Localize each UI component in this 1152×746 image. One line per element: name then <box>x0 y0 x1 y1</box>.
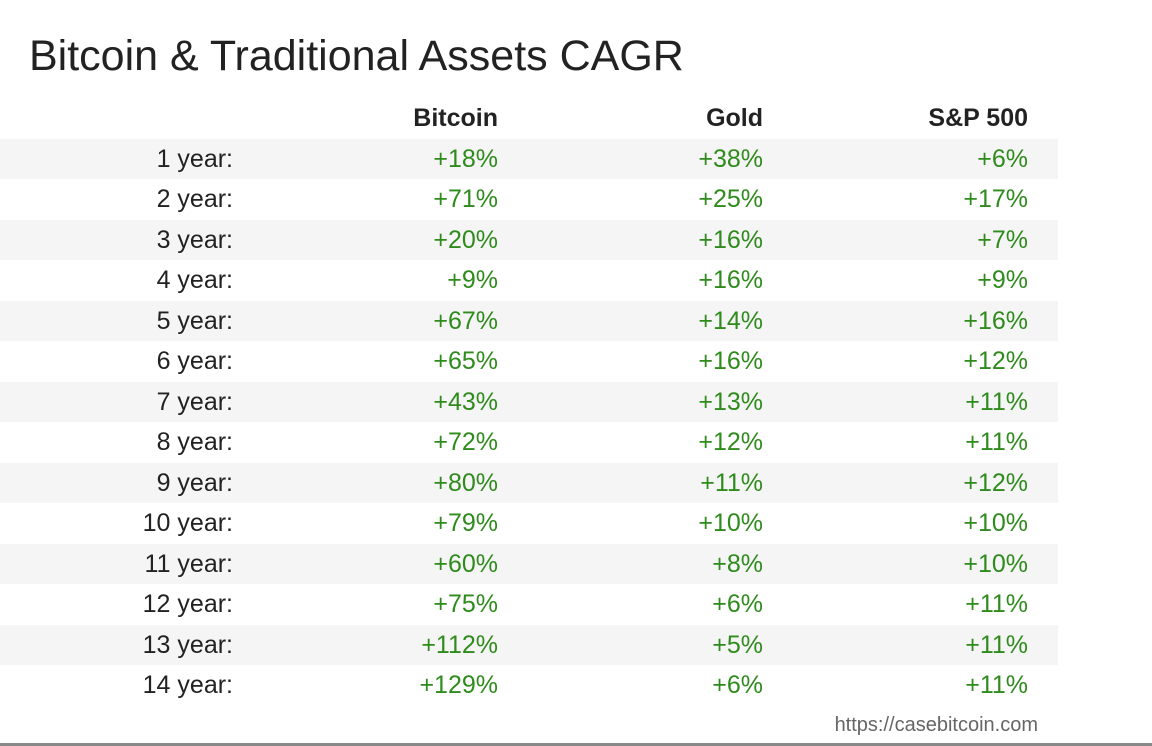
table-row: 9 year: +80% +11% +12% <box>0 462 1058 503</box>
sp500-value: +16% <box>963 306 1028 335</box>
period-label: 1 year: <box>156 144 233 173</box>
table-row: 1 year: +18% +38% +6% <box>0 138 1058 179</box>
gold-value: +8% <box>712 549 763 578</box>
period-label: 5 year: <box>156 306 233 335</box>
period-label: 6 year: <box>156 347 233 375</box>
header-sp500: S&P 500 <box>928 104 1028 132</box>
header-period <box>0 98 233 139</box>
period-label: 7 year: <box>156 387 233 416</box>
bitcoin-value: +20% <box>433 225 498 254</box>
bitcoin-value: +75% <box>433 590 498 618</box>
table-row: 4 year: +9% +16% +9% <box>0 260 1058 301</box>
period-label: 2 year: <box>156 185 233 213</box>
bitcoin-value: +60% <box>433 549 498 578</box>
bitcoin-value: +72% <box>433 428 498 456</box>
sp500-value: +11% <box>965 428 1028 456</box>
bitcoin-value: +65% <box>433 347 498 375</box>
table-row: 12 year: +75% +6% +11% <box>0 584 1058 625</box>
gold-value: +14% <box>698 306 763 335</box>
sp500-value: +11% <box>965 671 1028 699</box>
table-row: 7 year: +43% +13% +11% <box>0 381 1058 422</box>
sp500-value: +10% <box>963 509 1028 537</box>
cagr-table: Bitcoin Gold S&P 500 1 year: +18% +38% +6% 2… <box>0 98 1058 706</box>
sp500-value: +11% <box>965 590 1028 618</box>
bitcoin-value: +112% <box>421 630 498 659</box>
sp500-value: +12% <box>963 468 1028 497</box>
table-row: 6 year: +65% +16% +12% <box>0 341 1058 382</box>
page-title: Bitcoin & Traditional Assets CAGR <box>29 32 684 80</box>
sp500-value: +6% <box>977 144 1028 173</box>
gold-value: +25% <box>698 185 763 213</box>
table-row: 14 year: +129% +6% +11% <box>0 665 1058 706</box>
table-row: 2 year: +71% +25% +17% <box>0 179 1058 220</box>
period-label: 3 year: <box>156 225 233 254</box>
period-label: 9 year: <box>156 468 233 497</box>
bitcoin-value: +71% <box>433 185 498 213</box>
period-label: 13 year: <box>142 630 233 659</box>
period-label: 8 year: <box>156 428 233 456</box>
header-gold: Gold <box>706 104 763 132</box>
bitcoin-value: +43% <box>433 387 498 416</box>
gold-value: +38% <box>698 144 763 173</box>
gold-value: +16% <box>698 266 763 294</box>
table-row: 13 year: +112% +5% +11% <box>0 624 1058 665</box>
gold-value: +11% <box>700 468 763 497</box>
gold-value: +16% <box>698 225 763 254</box>
gold-value: +6% <box>712 671 763 699</box>
period-label: 14 year: <box>142 671 233 699</box>
bitcoin-value: +67% <box>433 306 498 335</box>
gold-value: +10% <box>698 509 763 537</box>
bitcoin-value: +129% <box>419 671 498 699</box>
period-label: 4 year: <box>156 266 233 294</box>
table-row: 3 year: +20% +16% +7% <box>0 219 1058 260</box>
header-bitcoin: Bitcoin <box>413 104 498 132</box>
table-header-row: Bitcoin Gold S&P 500 <box>0 98 1058 139</box>
sp500-value: +11% <box>965 630 1028 659</box>
table-body: 1 year: +18% +38% +6% 2 year: +71% +25% +17% 3 y… <box>0 138 1058 706</box>
source-url: https://casebitcoin.com <box>834 714 1038 736</box>
sp500-value: +9% <box>977 266 1028 294</box>
sp500-value: +7% <box>977 225 1028 254</box>
table-row: 10 year: +79% +10% +10% <box>0 503 1058 544</box>
table-row: 8 year: +72% +12% +11% <box>0 422 1058 463</box>
gold-value: +5% <box>712 630 763 659</box>
gold-value: +13% <box>698 387 763 416</box>
bitcoin-value: +79% <box>433 509 498 537</box>
sp500-value: +17% <box>963 185 1028 213</box>
table-row: 11 year: +60% +8% +10% <box>0 543 1058 584</box>
period-label: 10 year: <box>142 509 233 537</box>
bitcoin-value: +18% <box>433 144 498 173</box>
table-row: 5 year: +67% +14% +16% <box>0 300 1058 341</box>
sp500-value: +11% <box>965 387 1028 416</box>
gold-value: +16% <box>698 347 763 375</box>
bottom-divider <box>0 743 1152 746</box>
bitcoin-value: +80% <box>433 468 498 497</box>
bitcoin-value: +9% <box>447 266 498 294</box>
gold-value: +6% <box>712 590 763 618</box>
sp500-value: +10% <box>963 549 1028 578</box>
gold-value: +12% <box>698 428 763 456</box>
sp500-value: +12% <box>963 347 1028 375</box>
period-label: 11 year: <box>144 549 233 578</box>
period-label: 12 year: <box>142 590 233 618</box>
